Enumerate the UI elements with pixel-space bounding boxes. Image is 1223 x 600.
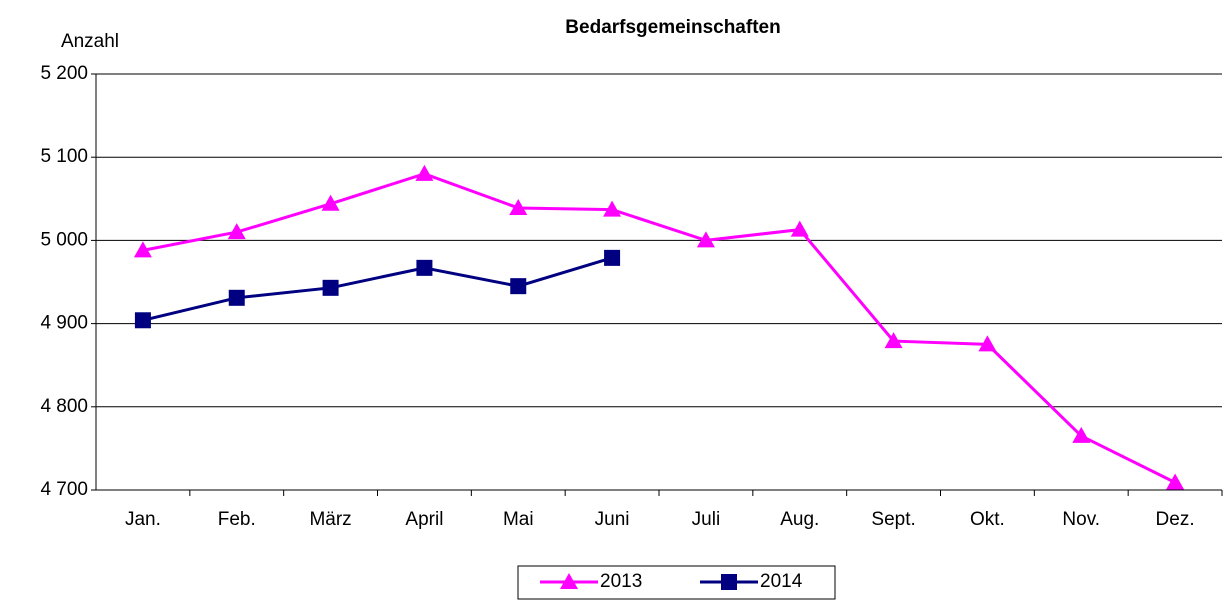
marker [227, 223, 246, 240]
marker [978, 335, 997, 352]
x-tick-label: Juli [692, 509, 721, 530]
series-line [142, 256, 613, 322]
marker [134, 312, 151, 329]
y-tick-label: 4 700 [40, 479, 88, 500]
x-tick-label: Sept. [871, 509, 915, 530]
chart-title: Bedarfsgemeinschaften [565, 17, 780, 38]
marker [321, 194, 340, 211]
x-tick-label: Dez. [1156, 509, 1195, 530]
y-axis-label: Anzahl [61, 31, 119, 52]
marker [133, 241, 152, 258]
x-tick-label: Aug. [780, 509, 819, 530]
legend-label: 2014 [760, 571, 803, 592]
legend-label: 2013 [600, 571, 642, 592]
marker [603, 200, 622, 217]
y-tick-label: 4 900 [40, 313, 88, 334]
marker [560, 573, 578, 589]
marker [509, 198, 528, 215]
marker [416, 259, 433, 276]
y-tick-label: 4 800 [40, 396, 88, 417]
marker [721, 574, 737, 590]
x-tick-label: März [309, 509, 351, 530]
series-line [142, 172, 1176, 484]
x-tick-label: April [405, 509, 443, 530]
marker [415, 164, 434, 181]
marker [510, 278, 527, 295]
y-tick-label: 5 100 [40, 146, 88, 167]
marker [228, 289, 245, 306]
marker [696, 231, 715, 248]
marker [1072, 426, 1091, 443]
marker [604, 249, 621, 266]
x-tick-label: Okt. [970, 509, 1005, 530]
x-tick-label: Nov. [1062, 509, 1100, 530]
x-tick-label: Mai [503, 509, 534, 530]
x-tick-label: Juni [595, 509, 630, 530]
marker [322, 279, 339, 296]
marker [1166, 473, 1185, 490]
x-tick-label: Jan. [125, 509, 161, 530]
marker [790, 220, 809, 237]
marker [884, 332, 903, 349]
y-tick-label: 5 000 [40, 229, 88, 250]
y-tick-label: 5 200 [40, 63, 88, 84]
x-tick-label: Feb. [218, 509, 256, 530]
